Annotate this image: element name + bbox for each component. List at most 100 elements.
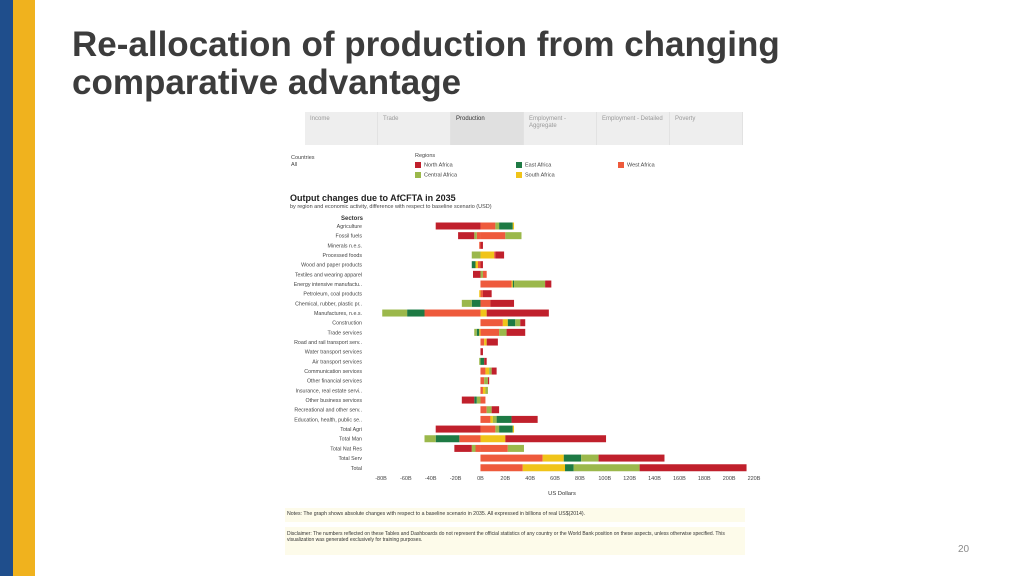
legend-item-west-africa[interactable]: West Africa	[618, 162, 655, 168]
bar-segment	[502, 319, 508, 327]
tab-employment-aggregate[interactable]: Employment - Aggregate	[524, 112, 597, 145]
bar-segment	[494, 251, 496, 259]
category-label: Agriculture	[337, 224, 362, 230]
x-tick-label: 200B	[723, 476, 736, 482]
category-label: Total Nat Res	[330, 446, 362, 452]
bar-segment	[480, 406, 487, 414]
legend-item-south-africa[interactable]: South Africa	[516, 172, 555, 178]
legend-swatch	[516, 172, 522, 178]
category-label: Minerals n.e.s.	[328, 243, 362, 249]
x-tick-label: 120B	[623, 476, 636, 482]
bar-segment	[520, 319, 526, 327]
bar-segment	[474, 396, 477, 404]
bar-segment	[382, 309, 408, 317]
tab-trade[interactable]: Trade	[378, 112, 451, 145]
category-label: Total Serv	[338, 456, 362, 462]
bar-segment	[479, 357, 481, 365]
bar-segment	[435, 435, 460, 443]
bar-segment	[480, 425, 496, 433]
bar-segment	[581, 454, 599, 462]
category-label: Textiles and wearing apparel	[295, 272, 362, 278]
bar-segment	[479, 328, 481, 336]
bar-segment	[480, 232, 506, 240]
category-label: Manufactures, n.e.s.	[314, 311, 362, 317]
bar-segment	[486, 406, 492, 414]
bar-segment	[480, 435, 506, 443]
category-label: Trade services	[327, 330, 362, 336]
bar-segment	[490, 415, 493, 423]
bar-segment	[424, 309, 481, 317]
x-tick-label: -60B	[400, 476, 412, 482]
legend-item-north-africa[interactable]: North Africa	[415, 162, 453, 168]
countries-filter[interactable]: Countries All	[291, 155, 315, 169]
category-label: Total	[351, 466, 362, 472]
legend-item-central-africa[interactable]: Central Africa	[415, 172, 457, 178]
countries-label: Countries	[291, 155, 315, 161]
bar-segment	[461, 299, 472, 307]
bar-segment	[507, 444, 524, 452]
x-tick-label: 80B	[575, 476, 585, 482]
x-tick-label: 100B	[598, 476, 611, 482]
bar-segment	[480, 377, 485, 385]
tab-poverty[interactable]: Poverty	[670, 112, 743, 145]
bar-segment	[480, 328, 500, 336]
category-label: Construction	[332, 321, 362, 327]
left-accent-bar-gold	[13, 0, 35, 576]
x-tick-label: -40B	[425, 476, 437, 482]
x-axis-label: US Dollars	[548, 491, 576, 497]
bar-segment	[598, 454, 665, 462]
bar-segment	[484, 338, 487, 346]
x-tick-label: 160B	[673, 476, 686, 482]
bar-segment	[480, 299, 491, 307]
bar-segment	[507, 319, 516, 327]
bar-segment	[480, 241, 483, 249]
bar-segment	[476, 328, 480, 336]
category-label: Petroleum, coal products	[303, 292, 362, 298]
bar-segment	[480, 319, 503, 327]
bar-segment	[499, 425, 513, 433]
slide-title: Re-allocation of production from changin…	[72, 26, 780, 102]
bar-segment	[480, 280, 512, 288]
category-label: Total Man	[339, 437, 362, 443]
bar-segment	[485, 367, 490, 375]
bar-segment	[480, 367, 486, 375]
bar-segment	[480, 464, 523, 472]
tab-employment-detailed[interactable]: Employment - Detailed	[597, 112, 670, 145]
dashboard-tabs: Income Trade Production Employment - Agg…	[305, 112, 743, 145]
bar-segment	[563, 454, 582, 462]
bar-segment	[484, 377, 488, 385]
bar-segment	[480, 348, 483, 356]
bar-segment	[491, 367, 497, 375]
bar-segment	[511, 280, 513, 288]
bar-segment	[471, 444, 476, 452]
bar-segment	[475, 261, 478, 269]
legend-item-east-africa[interactable]: East Africa	[516, 162, 551, 168]
category-label: Road and rail transport serv..	[294, 340, 362, 346]
bar-segment	[545, 280, 552, 288]
category-label: Other financial services	[307, 379, 362, 385]
bar-segment	[639, 464, 747, 472]
bar-segment	[495, 222, 500, 230]
disclaimer-text: Disclaimer: The numbers reflected on the…	[285, 527, 745, 555]
bar-segment	[476, 232, 481, 240]
bar-segment	[480, 415, 491, 423]
bar-segment	[565, 464, 574, 472]
legend-label: East Africa	[525, 162, 552, 169]
bar-segment	[512, 222, 515, 230]
legend-swatch	[415, 162, 421, 168]
bar-segment	[480, 338, 485, 346]
legend-label: South Africa	[525, 172, 555, 179]
bar-segment	[480, 396, 486, 404]
bar-segment	[499, 222, 513, 230]
category-label: Other business services	[305, 398, 362, 404]
tab-income[interactable]: Income	[305, 112, 378, 145]
bar-segment	[474, 328, 477, 336]
notes-text: Notes: The graph shows absolute changes …	[285, 508, 745, 522]
tab-production[interactable]: Production	[451, 112, 524, 145]
category-label: Wood and paper products	[301, 263, 362, 269]
legend-label: Central Africa	[424, 172, 458, 179]
bar-segment	[511, 415, 538, 423]
bar-segment	[480, 386, 483, 394]
bar-segment	[485, 386, 488, 394]
